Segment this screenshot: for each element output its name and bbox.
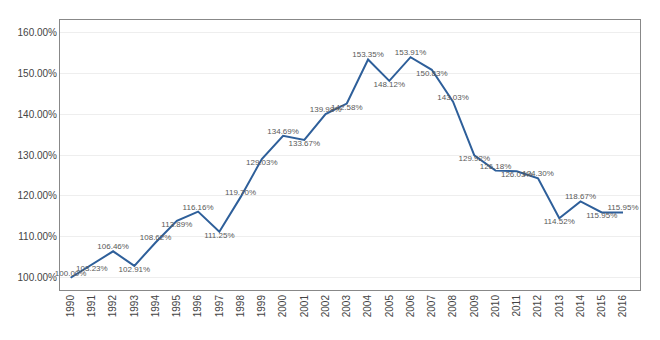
svg-text:1993: 1993 <box>129 295 140 318</box>
svg-text:2013: 2013 <box>554 295 565 318</box>
svg-text:134.69%: 134.69% <box>267 127 299 136</box>
svg-text:1997: 1997 <box>214 295 225 318</box>
svg-text:2006: 2006 <box>405 295 416 318</box>
svg-text:2003: 2003 <box>341 295 352 318</box>
svg-text:1995: 1995 <box>171 295 182 318</box>
svg-text:2001: 2001 <box>299 295 310 318</box>
svg-text:129.03%: 129.03% <box>246 158 278 167</box>
svg-text:129.92%: 129.92% <box>458 154 490 163</box>
svg-text:2002: 2002 <box>320 295 331 318</box>
svg-text:1994: 1994 <box>150 295 161 318</box>
svg-text:2007: 2007 <box>426 295 437 318</box>
svg-text:153.91%: 153.91% <box>395 48 427 57</box>
svg-text:1990: 1990 <box>65 295 76 318</box>
svg-text:100.00%: 100.00% <box>55 269 87 278</box>
svg-text:142.58%: 142.58% <box>331 103 363 112</box>
svg-text:113.89%: 113.89% <box>161 220 192 229</box>
svg-text:126.03%: 126.03% <box>501 170 533 179</box>
svg-text:106.46%: 106.46% <box>97 242 129 251</box>
svg-text:2012: 2012 <box>532 295 543 318</box>
svg-text:153.35%: 153.35% <box>352 50 384 59</box>
svg-text:114.52%: 114.52% <box>544 217 575 226</box>
svg-text:1998: 1998 <box>235 295 246 318</box>
svg-text:143.03%: 143.03% <box>437 93 469 102</box>
svg-text:115.95%: 115.95% <box>586 211 617 220</box>
svg-text:1992: 1992 <box>107 295 118 318</box>
svg-text:115.95%: 115.95% <box>608 203 639 212</box>
svg-text:133.67%: 133.67% <box>289 139 321 148</box>
svg-text:110.00%: 110.00% <box>18 231 57 242</box>
svg-text:111.25%: 111.25% <box>204 231 234 240</box>
svg-text:100.00%: 100.00% <box>18 272 58 283</box>
svg-text:2014: 2014 <box>575 295 586 318</box>
svg-text:1996: 1996 <box>192 295 203 318</box>
svg-text:119.70%: 119.70% <box>225 188 256 197</box>
svg-text:140.00%: 140.00% <box>18 109 58 120</box>
svg-text:1999: 1999 <box>256 295 267 318</box>
svg-text:2008: 2008 <box>447 295 458 318</box>
svg-text:118.67%: 118.67% <box>565 192 596 201</box>
svg-text:124.30%: 124.30% <box>522 169 554 178</box>
svg-text:2005: 2005 <box>384 295 395 318</box>
svg-text:150.83%: 150.83% <box>416 69 448 78</box>
svg-text:102.91%: 102.91% <box>119 265 151 274</box>
svg-text:103.23%: 103.23% <box>76 264 108 273</box>
svg-text:120.00%: 120.00% <box>18 190 58 201</box>
svg-text:2010: 2010 <box>490 295 501 318</box>
svg-text:126.18%: 126.18% <box>480 162 512 171</box>
svg-text:2011: 2011 <box>511 295 522 317</box>
svg-text:139.98%: 139.98% <box>310 105 342 114</box>
svg-text:2015: 2015 <box>596 295 607 318</box>
svg-text:2004: 2004 <box>362 295 373 318</box>
svg-text:116.16%: 116.16% <box>183 203 214 212</box>
svg-text:2000: 2000 <box>277 295 288 318</box>
svg-text:108.62%: 108.62% <box>140 233 172 242</box>
svg-text:2016: 2016 <box>617 295 628 318</box>
svg-text:1991: 1991 <box>86 295 97 318</box>
svg-text:160.00%: 160.00% <box>18 27 58 38</box>
svg-text:148.12%: 148.12% <box>374 80 406 89</box>
svg-text:130.00%: 130.00% <box>18 150 58 161</box>
svg-text:150.00%: 150.00% <box>18 68 58 79</box>
svg-text:2009: 2009 <box>469 295 480 318</box>
